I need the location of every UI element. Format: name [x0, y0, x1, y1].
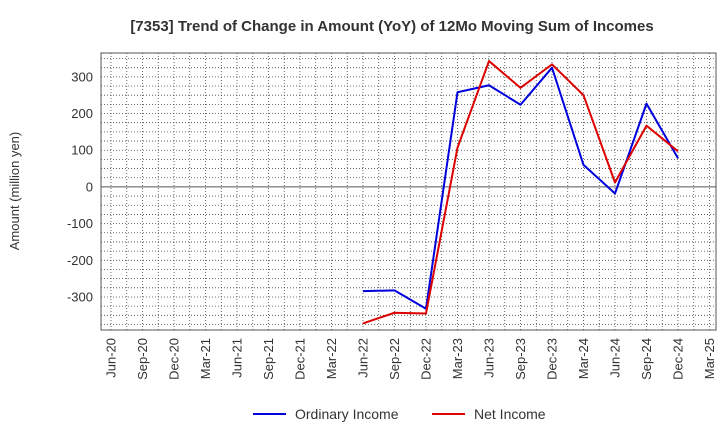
legend-label-0: Ordinary Income [295, 406, 399, 422]
y-tick-label: 200 [71, 106, 93, 121]
x-tick-label: Jun-22 [356, 338, 371, 378]
x-tick-label: Sep-24 [639, 338, 654, 380]
y-tick-label: 100 [71, 143, 93, 158]
x-tick-label: Sep-23 [513, 338, 528, 380]
x-tick-label: Jun-21 [230, 338, 245, 378]
x-tick-label: Sep-20 [135, 338, 150, 380]
plot-frame [100, 52, 717, 331]
plot-area [100, 52, 717, 331]
x-tick-label: Sep-21 [261, 338, 276, 380]
series-lines [362, 60, 679, 325]
y-tick-label: 0 [86, 179, 93, 194]
x-tick-label: Mar-21 [198, 338, 213, 379]
y-axis-ticks: 300 200 100 0 -100 -200 -300 [67, 69, 93, 304]
x-tick-label: Sep-22 [387, 338, 402, 380]
y-tick-label: -100 [67, 216, 93, 231]
x-tick-label: Mar-25 [702, 338, 717, 379]
legend-label-1: Net Income [474, 406, 546, 422]
y-tick-label: 300 [71, 69, 93, 84]
chart-title: [7353] Trend of Change in Amount (YoY) o… [130, 18, 653, 35]
x-axis-ticks: Jun-20 Sep-20 Dec-20 Mar-21 Jun-21 Sep-21 Dec-… [104, 338, 718, 380]
legend: Ordinary Income Net Income [253, 406, 546, 422]
series-line-1 [362, 60, 679, 325]
x-tick-label: Dec-23 [545, 338, 560, 380]
x-tick-label: Dec-21 [293, 338, 308, 380]
x-tick-label: Jun-24 [608, 338, 623, 378]
x-tick-label: Jun-23 [482, 338, 497, 378]
x-tick-label: Mar-22 [324, 338, 339, 379]
y-tick-label: -200 [67, 253, 93, 268]
y-axis-label: Amount (million yen) [7, 132, 22, 251]
x-tick-label: Jun-20 [104, 338, 119, 378]
x-tick-label: Dec-24 [671, 338, 686, 380]
y-tick-label: -300 [67, 289, 93, 304]
x-tick-label: Dec-20 [167, 338, 182, 380]
x-tick-label: Mar-23 [450, 338, 465, 379]
x-tick-label: Mar-24 [576, 338, 591, 379]
x-tick-label: Dec-22 [419, 338, 434, 380]
grid [101, 53, 716, 330]
